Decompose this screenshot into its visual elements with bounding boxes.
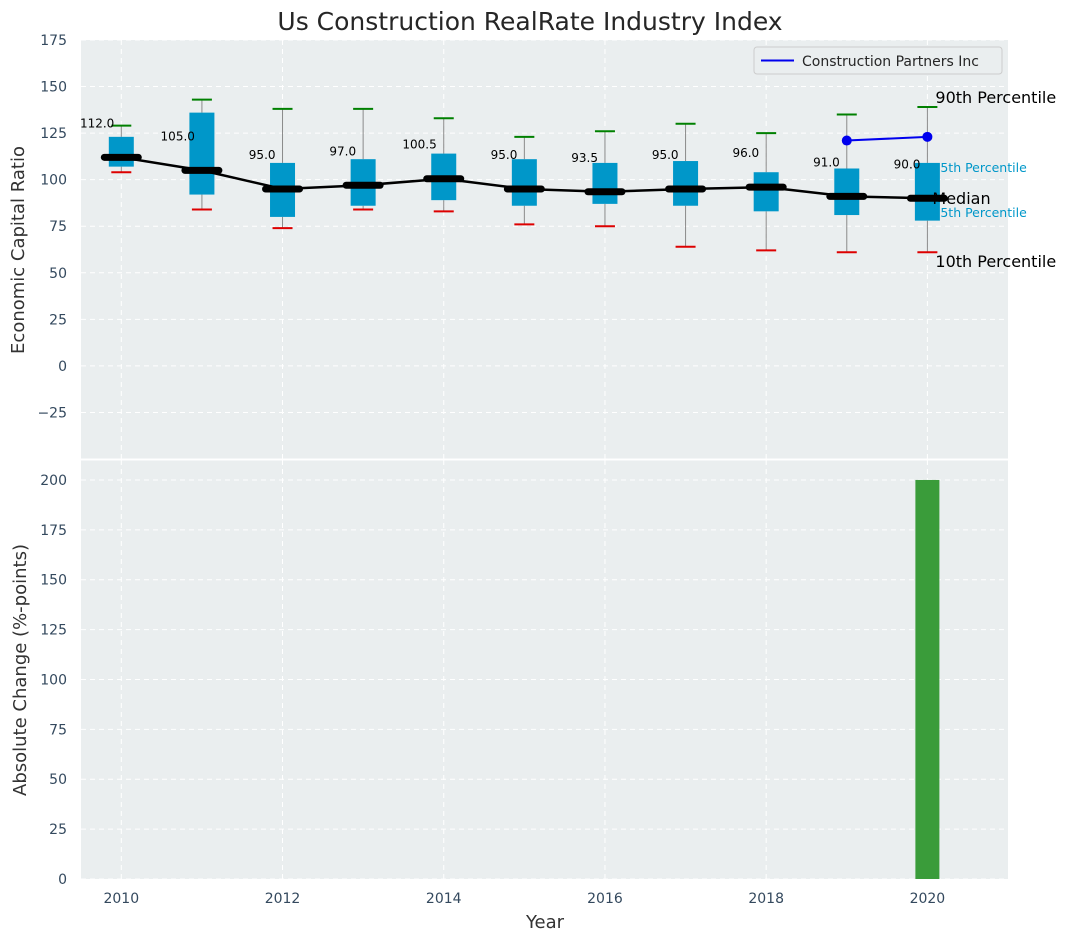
- bottom-panel: 0 25 50 75 100 125 150 175 200 2010 2012 2014 2016 20…: [40, 458, 1008, 907]
- change-bar: [915, 479, 940, 879]
- annotation-90th: 90th Percentile: [935, 88, 1056, 107]
- bottom-y-tick-label: 25: [49, 822, 67, 838]
- legend-label: Construction Partners Inc: [802, 54, 979, 70]
- top-plot-area: [81, 40, 1008, 459]
- company-point: [841, 135, 852, 146]
- x-tick-label: 2016: [587, 891, 623, 907]
- median-value-label: 93.5: [571, 151, 598, 165]
- box-iqr: [834, 168, 860, 216]
- company-point: [922, 131, 933, 142]
- top-panel: −25 0 25 50 75 100 125 150 175 112.0 105.0 95.0 97.0…: [37, 33, 1056, 459]
- box-iqr: [753, 172, 779, 212]
- top-y-tick-label: −25: [37, 405, 67, 421]
- x-tick-label: 2018: [748, 891, 784, 907]
- bottom-y-tick-label: 50: [49, 772, 67, 788]
- bottom-plot-area: [81, 460, 1008, 879]
- median-value-label: 100.5: [402, 138, 436, 152]
- median-value-label: 91.0: [813, 155, 840, 169]
- x-tick-label: 2012: [265, 891, 301, 907]
- annotation-median: Median: [932, 189, 990, 208]
- box-iqr: [673, 161, 699, 206]
- x-tick-label: 2014: [426, 891, 462, 907]
- median-value-label: 112.0: [80, 116, 114, 130]
- annotation-25th: 25th Percentile: [932, 205, 1027, 220]
- bottom-y-tick-label: 100: [40, 672, 67, 688]
- legend-box: [753, 46, 1003, 75]
- company-line: [846, 135, 928, 142]
- x-tick-label: 2010: [103, 891, 139, 907]
- bottom-y-tick-label: 175: [40, 523, 67, 539]
- top-y-tick-label: 125: [40, 126, 67, 142]
- top-y-tick-label: 100: [40, 173, 67, 189]
- box-iqr: [108, 136, 134, 167]
- top-y-tick-label: 25: [49, 312, 67, 328]
- median-value-label: 97.0: [329, 144, 356, 158]
- bottom-y-tick-label: 200: [40, 473, 67, 489]
- bottom-y-tick-label: 125: [40, 623, 67, 639]
- box-iqr: [592, 162, 618, 204]
- top-y-tick-label: 0: [58, 359, 67, 375]
- box-iqr: [189, 112, 215, 195]
- median-value-label: 105.0: [161, 129, 195, 143]
- top-y-axis-label: Economic Capital Ratio: [8, 146, 29, 354]
- x-axis-label: Year: [525, 912, 565, 933]
- top-y-tick-label: 150: [40, 80, 67, 96]
- annotation-75th: 75th Percentile: [932, 160, 1027, 175]
- median-value-label: 95.0: [249, 148, 276, 162]
- box-iqr: [511, 159, 537, 206]
- median-value-label: 95.0: [652, 148, 679, 162]
- top-y-tick-label: 175: [40, 33, 67, 49]
- bottom-y-axis-label: Absolute Change (%-points): [10, 544, 31, 796]
- bottom-y-tick-label: 75: [49, 722, 67, 738]
- annotation-10th: 10th Percentile: [935, 252, 1056, 271]
- bottom-y-tick-label: 150: [40, 573, 67, 589]
- median-value-label: 95.0: [491, 148, 518, 162]
- median-value-label: 96.0: [732, 146, 759, 160]
- median-value-label: 90.0: [894, 157, 921, 171]
- box-iqr: [914, 162, 940, 221]
- top-y-tick-label: 75: [49, 219, 67, 235]
- legend: Construction Partners Inc: [753, 46, 1003, 75]
- bottom-y-tick-label: 0: [58, 872, 67, 888]
- chart-title: Us Construction RealRate Industry Index: [277, 7, 782, 36]
- top-y-tick-label: 50: [49, 266, 67, 282]
- x-tick-label: 2020: [910, 891, 946, 907]
